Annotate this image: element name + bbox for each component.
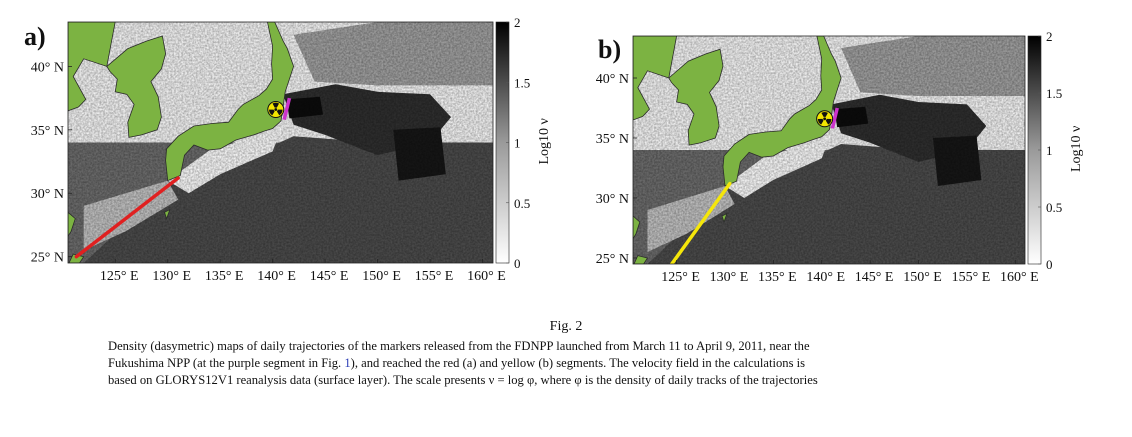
x-tick-label: 135° E: [205, 269, 244, 284]
china-north-land: [633, 36, 678, 121]
china-south-land: [633, 215, 641, 264]
japan-land: [722, 36, 842, 187]
map-panel-b: 125° E 130° E 135° E 140° E 145° E 150° E 155°…: [596, 29, 1084, 285]
korea-land: [668, 48, 724, 146]
map-frame: [67, 21, 494, 264]
korea-land: [106, 35, 167, 138]
figure-caption: Fig. 2 Density (dasymetric) maps of dail…: [0, 318, 1132, 387]
colorbar-tick-label: 1.5: [1046, 86, 1062, 101]
map-area: [633, 36, 1025, 264]
y-tick-label: 25° N: [596, 252, 629, 267]
ryukyu-islands: [721, 212, 728, 224]
colorbar-tick-label: 2: [514, 15, 521, 30]
colorbar-tick-label: 0.5: [1046, 200, 1062, 215]
japan-land: [165, 22, 295, 182]
y-tick-label: 35° N: [31, 124, 64, 139]
colorbar-label: Log10 ν: [1069, 126, 1084, 172]
colorbar-tick-label: 0.5: [514, 196, 530, 211]
taiwan-land: [633, 255, 649, 264]
figure-panels: 125° E 130° E 135° E 140° E 145° E 150° E 155°…: [24, 15, 1084, 285]
caption-line-2-start: Fukushima NPP (at the purple segment in …: [108, 356, 345, 370]
colorbar-tick-label: 2: [1046, 29, 1053, 44]
x-tick-label: 150° E: [362, 269, 401, 284]
x-tick-label: 150° E: [903, 270, 942, 285]
radiation-icon: [816, 110, 834, 128]
x-tick-label: 145° E: [855, 270, 894, 285]
figure-svg: 125° E 130° E 135° E 140° E 145° E 150° E 155°…: [24, 15, 1084, 285]
china-south-land: [68, 211, 76, 263]
map-panel-a: 125° E 130° E 135° E 140° E 145° E 150° E 155°…: [24, 15, 552, 284]
x-tick-label: 125° E: [661, 270, 700, 285]
x-tick-label: 145° E: [310, 269, 349, 284]
y-tick-label: 25° N: [31, 251, 64, 266]
radiation-icon: [267, 101, 285, 119]
source-segment: [282, 97, 292, 121]
caption-text: Density (dasymetric) maps of daily traje…: [108, 338, 1038, 389]
x-tick-label: 155° E: [415, 269, 454, 284]
y-tick-label: 35° N: [596, 132, 629, 147]
map-frame: [632, 35, 1026, 265]
figure-reference-link[interactable]: 1: [344, 356, 351, 370]
caption-line-2: Fukushima NPP (at the purple segment in …: [108, 355, 1038, 372]
panel-label: b): [598, 35, 621, 64]
x-tick-label: 160° E: [1000, 270, 1039, 285]
colorbar-tick-label: 1: [514, 136, 521, 151]
x-tick-label: 125° E: [100, 269, 139, 284]
colorbar-tick-label: 1: [1046, 143, 1053, 158]
caption-line-2-end: ), and reached the red (a) and yellow (b…: [350, 356, 806, 370]
caption-line-3: based on GLORYS12V1 reanalysis data (sur…: [108, 373, 818, 387]
panel-label: a): [24, 22, 46, 51]
colorbar-tick-label: 0: [514, 256, 521, 271]
figure-number: Fig. 2: [549, 319, 583, 334]
x-tick-label: 140° E: [806, 270, 845, 285]
colorbar-tick-label: 0: [1046, 257, 1053, 272]
target-segment: [74, 176, 180, 259]
colorbar-label: Log10 ν: [537, 118, 552, 164]
y-tick-label: 40° N: [31, 60, 64, 75]
y-tick-label: 30° N: [596, 192, 629, 207]
x-tick-label: 130° E: [152, 269, 191, 284]
target-segment: [669, 181, 732, 264]
x-tick-label: 160° E: [467, 269, 506, 284]
x-tick-label: 135° E: [758, 270, 797, 285]
china-north-land: [68, 22, 116, 112]
ryukyu-islands: [164, 208, 171, 220]
source-segment: [830, 107, 839, 129]
y-tick-label: 40° N: [596, 72, 629, 87]
x-tick-label: 140° E: [257, 269, 296, 284]
map-area: [68, 22, 493, 263]
x-tick-label: 155° E: [952, 270, 991, 285]
x-tick-label: 130° E: [710, 270, 749, 285]
colorbar-tick-label: 1.5: [514, 75, 530, 90]
y-tick-label: 30° N: [31, 187, 64, 202]
caption-line-1: Density (dasymetric) maps of daily traje…: [108, 339, 810, 353]
